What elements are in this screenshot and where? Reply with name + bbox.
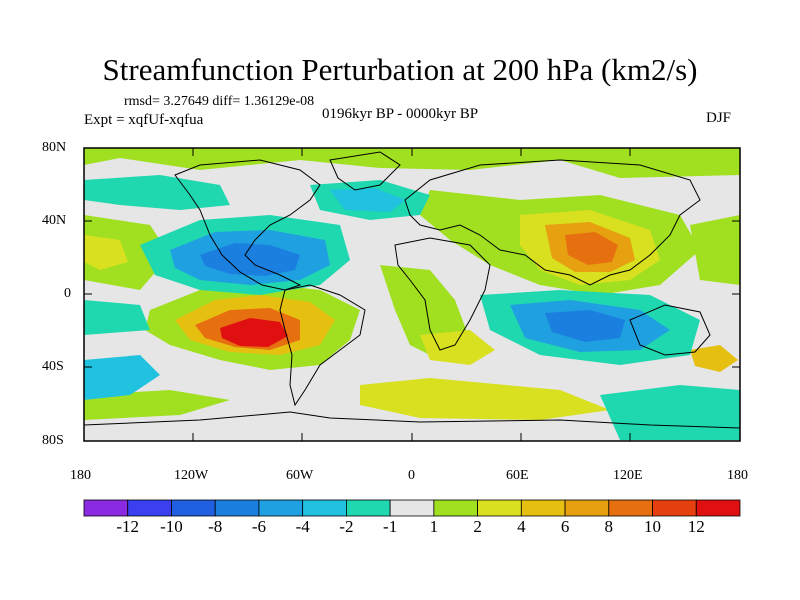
- colorbar-swatch: [695, 499, 741, 517]
- colorbar-label: 6: [560, 517, 570, 536]
- lat-label-40n: 40N: [42, 213, 67, 228]
- season-label: DJF: [706, 110, 732, 126]
- colorbar-label: -4: [295, 517, 310, 536]
- colorbar-swatch: [564, 499, 610, 517]
- axis-ticks: [83, 147, 741, 442]
- coast-australia: [629, 304, 711, 356]
- lon-label-180w: 180: [70, 468, 91, 483]
- negative-region-north-pacific: [84, 175, 230, 210]
- negative-region-north-atlantic-2: [330, 188, 405, 212]
- colorbar-swatch: [520, 499, 566, 517]
- colorbar-label: 1: [429, 517, 439, 536]
- colorbar-label: 2: [473, 517, 482, 536]
- period-label: 0196kyr BP - 0000kyr BP: [322, 106, 479, 122]
- colorbar-label: 4: [517, 517, 526, 536]
- experiment-label: Expt = xqfUf-xqfua: [84, 112, 204, 128]
- positive-region-australia-se: [690, 345, 738, 372]
- negative-region-indian-ocean-core: [545, 310, 625, 342]
- colorbar-swatch: [83, 499, 129, 517]
- colorbar-swatch: [608, 499, 653, 517]
- positive-region-south-atlantic: [420, 330, 495, 365]
- colorbar-label: -2: [339, 517, 354, 536]
- colorbar-label: 12: [687, 517, 705, 536]
- lat-label-0: 0: [64, 286, 71, 301]
- map-field: [84, 148, 740, 441]
- colorbar: [83, 499, 741, 517]
- lat-label-80s: 80S: [42, 433, 64, 448]
- stats-line: rmsd= 3.27649 diff= 1.36129e-08: [124, 94, 315, 109]
- negative-region-south-indian: [600, 385, 740, 440]
- colorbar-label: -8: [208, 517, 223, 536]
- coast-eurasia: [404, 159, 701, 286]
- lon-label-180e: 180: [727, 468, 748, 483]
- coast-greenland: [329, 151, 401, 191]
- colorbar-swatch: [302, 499, 347, 517]
- positive-region-asia-core: [565, 232, 618, 265]
- positive-region-southern-ocean: [360, 378, 610, 420]
- lon-label-60w: 60W: [286, 468, 314, 483]
- colorbar-label: -12: [116, 517, 140, 536]
- colorbar-label: -10: [160, 517, 183, 536]
- positive-region-west-pacific: [84, 215, 170, 290]
- lat-label-40s: 40S: [42, 359, 64, 374]
- colorbar-swatch: [389, 499, 435, 517]
- colorbar-label: 8: [604, 517, 614, 536]
- colorbar-label: -1: [383, 517, 398, 536]
- colorbar-label: -6: [251, 517, 266, 536]
- colorbar-swatch: [433, 499, 479, 517]
- colorbar-label: 10: [644, 517, 662, 536]
- coast-south-america: [279, 284, 366, 407]
- coastlines: [84, 151, 740, 429]
- lon-label-120e: 120E: [613, 468, 643, 483]
- lon-label-120w: 120W: [174, 468, 209, 483]
- positive-region-south-pacific: [84, 390, 230, 420]
- negative-region-eastern-pacific: [84, 300, 150, 335]
- colorbar-swatch: [652, 499, 697, 517]
- coast-africa: [394, 237, 491, 351]
- colorbar-swatch: [171, 499, 216, 517]
- negative-region-south-pacific: [84, 355, 160, 400]
- positive-region-south-america-core: [220, 318, 288, 347]
- colorbar-swatch: [214, 499, 260, 517]
- positive-region-arctic: [84, 148, 740, 178]
- colorbar-swatch: [127, 499, 172, 517]
- chart-title: Streamfunction Perturbation at 200 hPa (…: [102, 52, 698, 87]
- lon-label-0: 0: [408, 468, 415, 483]
- positive-region-west-pacific-core: [84, 235, 128, 270]
- colorbar-swatch: [477, 499, 522, 517]
- colorbar-swatch: [345, 499, 391, 517]
- lon-label-60e: 60E: [506, 468, 529, 483]
- coast-north-america: [174, 159, 321, 291]
- positive-region-east-pacific: [690, 215, 740, 285]
- lat-label-80n: 80N: [42, 140, 67, 155]
- colorbar-swatch: [258, 499, 304, 517]
- coast-antarctica: [84, 411, 740, 429]
